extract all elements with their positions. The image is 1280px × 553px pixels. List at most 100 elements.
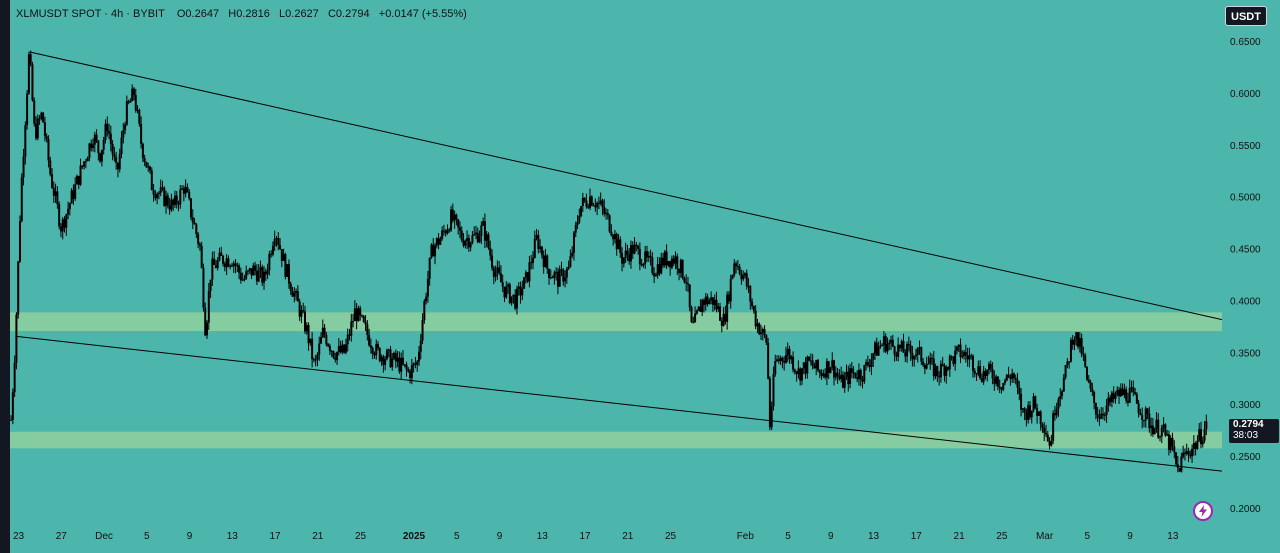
candle — [336, 351, 339, 365]
trendline-1[interactable] — [29, 51, 1223, 321]
candle-body — [305, 324, 308, 332]
candle — [706, 293, 709, 307]
candle-body — [154, 194, 157, 199]
candle-body — [1198, 429, 1201, 441]
candle-body — [815, 360, 818, 369]
candle — [143, 154, 146, 167]
candle-body — [458, 227, 461, 231]
candle — [524, 270, 527, 284]
candle-body — [104, 123, 107, 140]
candle-body — [890, 339, 893, 343]
candle-body — [385, 350, 388, 360]
candle — [1045, 424, 1048, 438]
candle-body — [1023, 408, 1026, 413]
candle — [588, 188, 591, 211]
candle — [726, 291, 729, 330]
candle — [334, 352, 337, 363]
candle — [93, 131, 96, 153]
candle — [606, 209, 609, 220]
candle — [161, 180, 164, 192]
candle — [1123, 383, 1126, 399]
candle-body — [587, 206, 590, 208]
candle-body — [535, 235, 538, 239]
candle — [360, 314, 363, 318]
candle-body — [767, 342, 770, 379]
candle — [270, 250, 273, 258]
candle-body — [840, 374, 843, 380]
candle — [1061, 389, 1064, 400]
candle — [670, 255, 673, 270]
candle — [36, 114, 39, 141]
candle — [720, 317, 723, 333]
candle — [120, 131, 123, 159]
candle-body — [352, 321, 355, 323]
candle-body — [59, 226, 62, 232]
candle-body — [149, 166, 152, 171]
time-axis[interactable] — [10, 522, 1280, 553]
candle-body — [1109, 397, 1112, 403]
candle-body — [494, 272, 497, 277]
candle — [412, 362, 415, 373]
flash-button[interactable] — [1193, 501, 1213, 521]
trendline-2[interactable] — [15, 335, 1223, 472]
candle-body — [569, 255, 572, 267]
candle — [1173, 440, 1176, 459]
candle-body — [521, 288, 524, 296]
candle-body — [939, 363, 942, 378]
candle-body — [102, 139, 105, 150]
candle-body — [1134, 392, 1137, 394]
candle — [825, 358, 828, 386]
candle — [300, 305, 303, 324]
candle-body — [765, 335, 768, 343]
candle-body — [403, 364, 406, 366]
candle-body — [825, 361, 828, 378]
candle — [102, 136, 105, 155]
candle-body — [243, 278, 246, 280]
candle — [847, 365, 850, 392]
candle — [1039, 410, 1042, 431]
candle — [409, 368, 412, 384]
exchange-label: BYBIT — [133, 8, 165, 20]
candle-body — [451, 209, 454, 221]
candle-body — [70, 190, 73, 204]
candle-body — [971, 355, 974, 371]
candle — [277, 232, 280, 251]
candle-body — [897, 344, 900, 357]
candle — [724, 305, 727, 325]
currency-button[interactable]: USDT — [1225, 6, 1267, 26]
candle-body — [881, 344, 884, 346]
candle-body — [592, 205, 595, 207]
candle — [939, 360, 942, 383]
candle-body — [781, 357, 784, 362]
candle — [246, 269, 249, 276]
candle — [539, 239, 542, 253]
candle — [284, 252, 287, 280]
candle-body — [1066, 361, 1069, 366]
candle — [398, 351, 401, 374]
candle-body — [524, 272, 527, 278]
candle — [394, 349, 397, 369]
candle — [729, 274, 732, 309]
y-tick-label: 0.3500 — [1230, 348, 1261, 359]
candle-body — [920, 347, 923, 362]
candle — [918, 340, 921, 355]
candle-body — [628, 254, 631, 262]
candle-body — [1080, 338, 1083, 355]
candle-body — [293, 293, 296, 297]
candle-body — [464, 240, 467, 246]
candle-body — [560, 269, 563, 271]
candle — [31, 61, 34, 102]
candle-body — [1205, 421, 1208, 430]
candle — [1109, 394, 1112, 407]
candle — [840, 366, 843, 383]
candle-body — [546, 255, 549, 269]
candle — [1093, 390, 1096, 410]
candle-body — [432, 244, 435, 257]
candle-body — [963, 351, 966, 357]
candle-body — [177, 203, 180, 205]
candle — [435, 237, 438, 249]
candle — [1018, 381, 1021, 401]
candle-body — [742, 275, 745, 280]
candle — [337, 338, 340, 356]
